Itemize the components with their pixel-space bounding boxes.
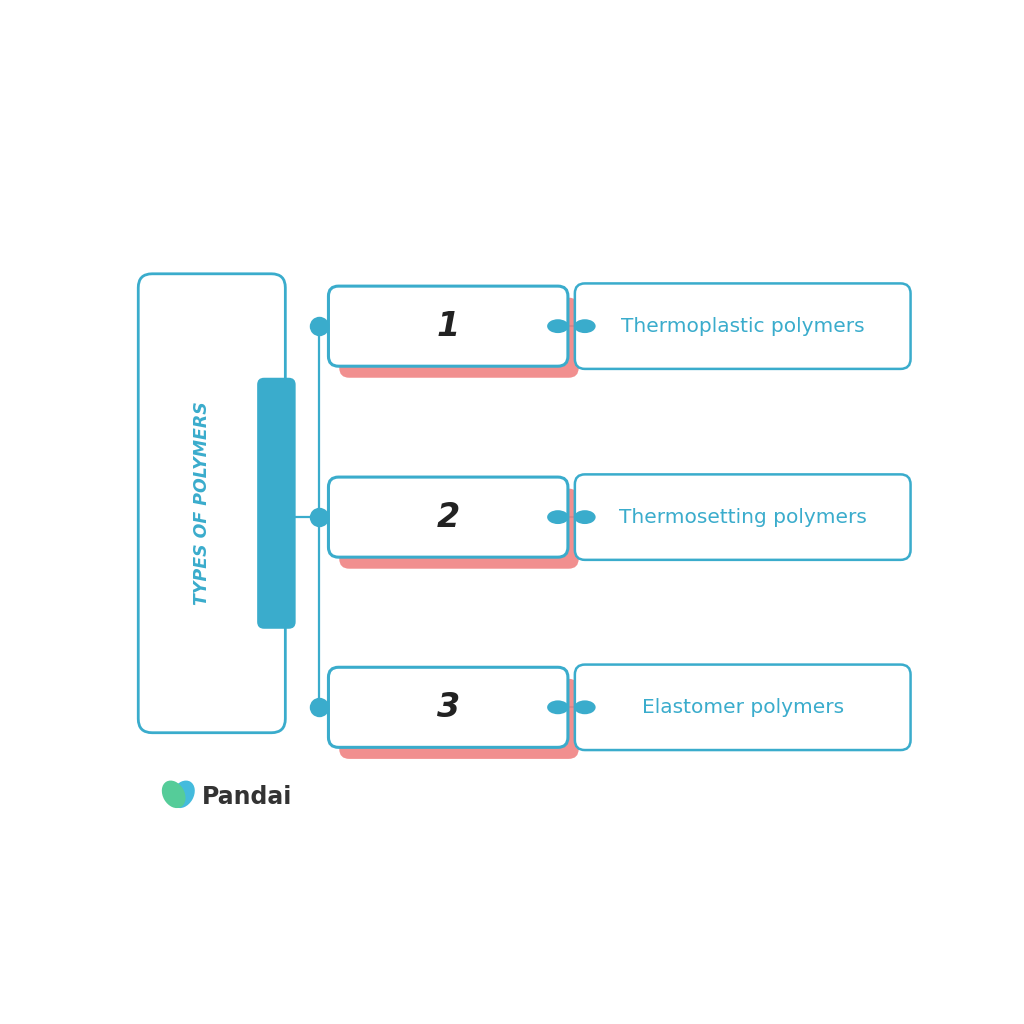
FancyBboxPatch shape <box>339 488 579 568</box>
FancyBboxPatch shape <box>257 378 296 629</box>
FancyBboxPatch shape <box>339 298 579 378</box>
FancyBboxPatch shape <box>339 679 579 759</box>
Ellipse shape <box>162 780 185 808</box>
Ellipse shape <box>547 700 568 715</box>
Text: 3: 3 <box>436 691 460 724</box>
Ellipse shape <box>547 319 568 333</box>
Ellipse shape <box>574 319 596 333</box>
FancyBboxPatch shape <box>574 474 910 560</box>
Ellipse shape <box>574 510 596 524</box>
Ellipse shape <box>171 780 195 808</box>
FancyBboxPatch shape <box>329 477 568 557</box>
Ellipse shape <box>574 700 596 715</box>
Text: 2: 2 <box>436 501 460 534</box>
FancyBboxPatch shape <box>574 284 910 369</box>
Text: TYPES OF POLYMERS: TYPES OF POLYMERS <box>194 401 211 605</box>
FancyBboxPatch shape <box>574 665 910 750</box>
Ellipse shape <box>547 510 568 524</box>
FancyBboxPatch shape <box>138 273 286 733</box>
FancyBboxPatch shape <box>329 286 568 367</box>
Text: Thermoplastic polymers: Thermoplastic polymers <box>621 316 864 336</box>
Text: Elastomer polymers: Elastomer polymers <box>642 697 844 717</box>
Text: 1: 1 <box>436 309 460 343</box>
Text: Pandai: Pandai <box>202 785 292 809</box>
FancyBboxPatch shape <box>329 668 568 748</box>
Text: Thermosetting polymers: Thermosetting polymers <box>618 508 866 526</box>
